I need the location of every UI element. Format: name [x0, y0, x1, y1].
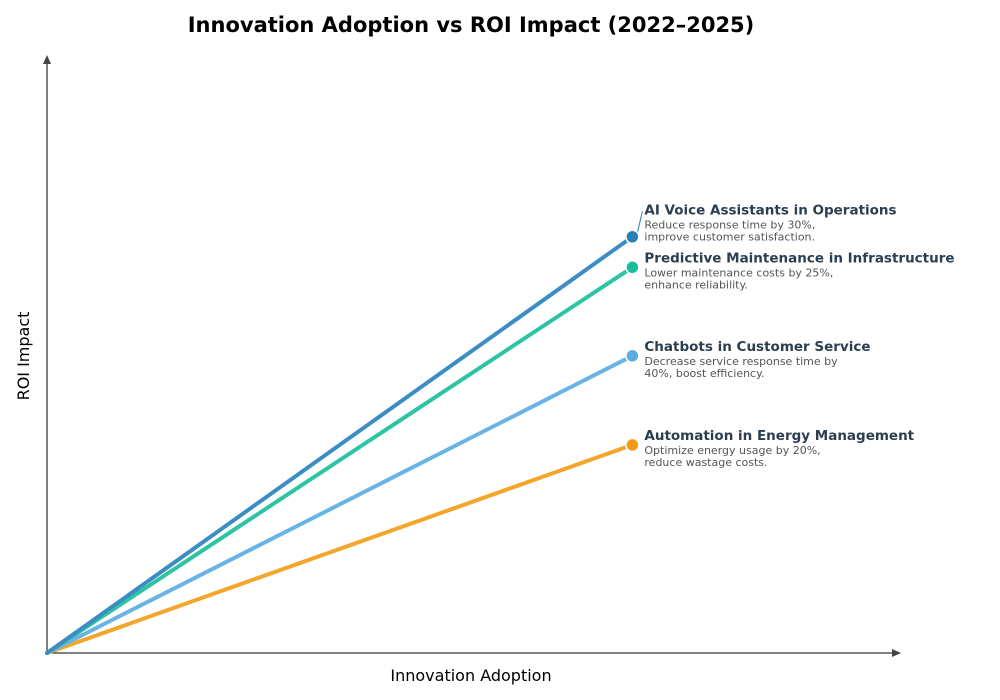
series-line	[45, 234, 635, 655]
series-lines	[45, 234, 635, 655]
series-description: reduce wastage costs.	[644, 456, 767, 469]
y-axis-arrow-icon	[43, 55, 51, 64]
x-axis-label: Innovation Adoption	[390, 666, 551, 685]
series-description: Optimize energy usage by 20%,	[644, 444, 820, 457]
series-end-point	[625, 260, 640, 275]
series-annotation: Automation in Energy ManagementOptimize …	[644, 428, 914, 469]
series-description: Reduce response time by 30%,	[644, 218, 815, 231]
series-description: improve customer satisfaction.	[644, 230, 815, 243]
series-end-point	[625, 348, 640, 364]
series-title: Automation in Energy Management	[644, 428, 914, 444]
series-description: 40%, boost efficiency.	[644, 367, 764, 380]
series-description: Lower maintenance costs by 25%,	[644, 266, 833, 279]
series-line	[45, 353, 635, 655]
chart-title: Innovation Adoption vs ROI Impact (2022–…	[188, 13, 755, 37]
series-annotation: Predictive Maintenance in Infrastructure…	[644, 250, 954, 291]
series-annotation: AI Voice Assistants in OperationsReduce …	[644, 202, 896, 243]
series-end-point	[625, 437, 640, 453]
series-description: enhance reliability.	[644, 278, 748, 291]
annotation-leader-line	[636, 211, 643, 233]
series-title: Predictive Maintenance in Infrastructure	[644, 250, 954, 266]
series-description: Decrease service response time by	[644, 355, 838, 368]
x-axis-arrow-icon	[892, 649, 901, 657]
y-axis-label: ROI Impact	[14, 312, 33, 401]
series-title: Chatbots in Customer Service	[644, 339, 870, 355]
series-title: AI Voice Assistants in Operations	[644, 202, 896, 218]
series-line	[45, 442, 635, 655]
series-end-point	[625, 229, 640, 245]
series-line	[45, 265, 635, 655]
